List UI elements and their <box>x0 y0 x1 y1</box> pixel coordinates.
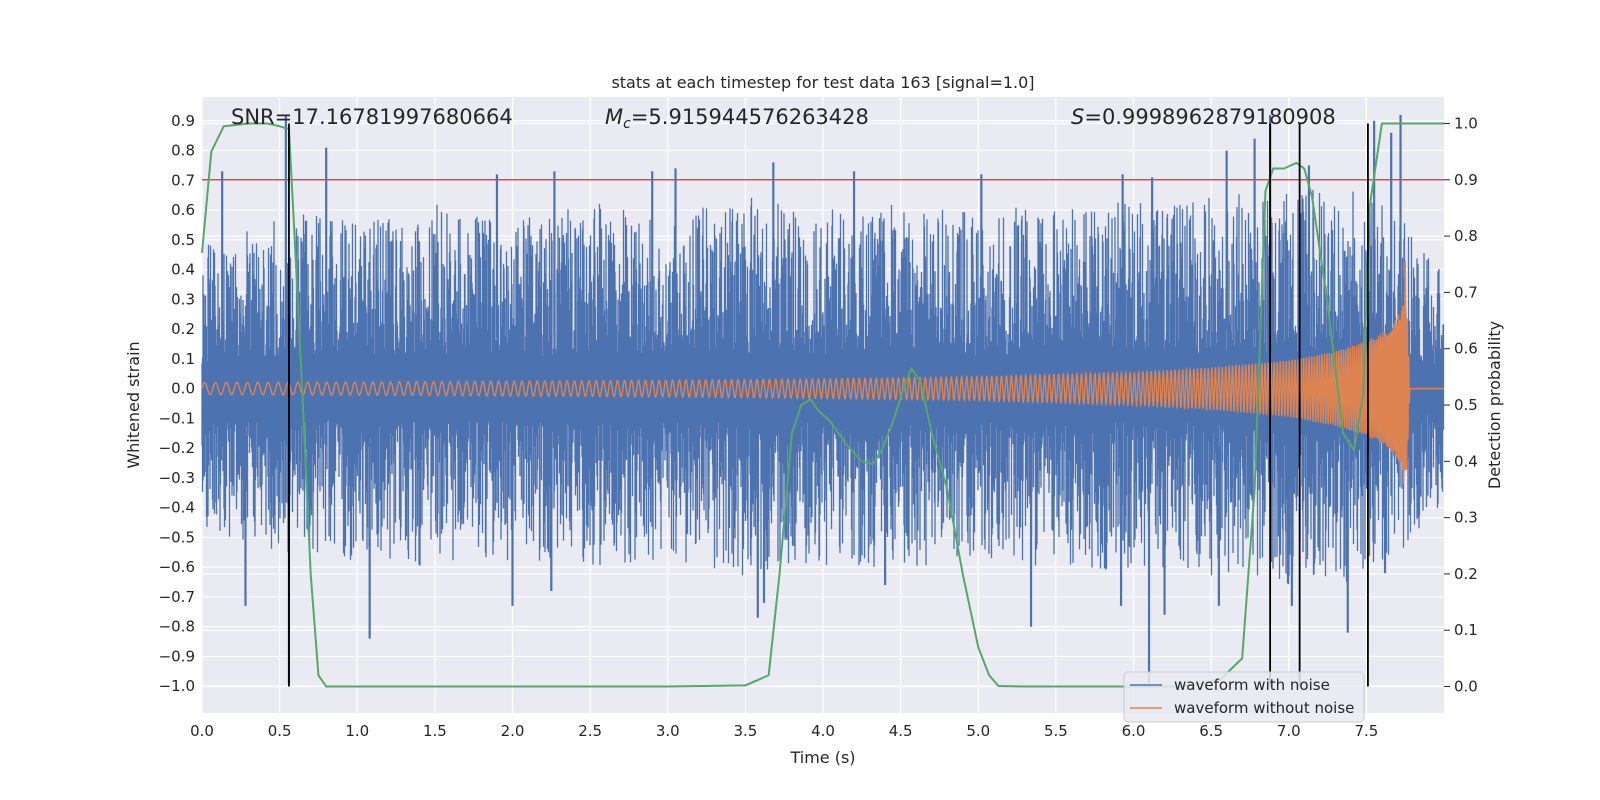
snr-annotation: SNR=17.16781997680664 <box>231 105 513 129</box>
y-tick-label: −0.5 <box>159 528 195 546</box>
x-tick-label: 7.5 <box>1354 722 1378 740</box>
y-tick-label: 0.8 <box>171 142 195 160</box>
legend-label-clean: waveform without noise <box>1174 699 1354 717</box>
x-tick-label: 5.5 <box>1044 722 1068 740</box>
x-tick-label: 3.5 <box>733 722 757 740</box>
chart-title: stats at each timestep for test data 163… <box>611 73 1034 92</box>
x-tick-label: 4.0 <box>811 722 835 740</box>
y-tick-label: 0.7 <box>171 171 195 189</box>
y-tick-label: −0.2 <box>159 439 195 457</box>
x-tick-label: 0.0 <box>190 722 214 740</box>
chirp-mass-symbol: M <box>605 105 623 129</box>
y2-tick-label: 0.8 <box>1454 227 1478 245</box>
noise-waveform-spikes <box>221 114 1402 684</box>
y-tick-label: −0.6 <box>159 558 195 576</box>
x-tick-label: 2.0 <box>501 722 525 740</box>
y-tick-label: 0.2 <box>171 320 195 338</box>
y-tick-label: −0.7 <box>159 588 195 606</box>
x-tick-label: 6.0 <box>1122 722 1146 740</box>
y-tick-label: −0.8 <box>159 618 195 636</box>
x-axis-label: Time (s) <box>789 748 855 767</box>
y2-tick-label: 0.9 <box>1454 171 1478 189</box>
y-tick-label: 0.1 <box>171 350 195 368</box>
y2-tick-label: 0.4 <box>1454 452 1478 470</box>
score-annotation: S=0.9998962879180908 <box>1071 105 1336 129</box>
y-tick-label: −0.3 <box>159 469 195 487</box>
noise-waveform-series <box>201 114 1445 684</box>
tick-labels: 0.0 0.5 1.0 1.5 2.0 2.5 3.0 3.5 4.0 4.5 5.0 5.5 6.0 6… <box>159 112 1478 740</box>
y-tick-label: −0.1 <box>159 409 195 427</box>
event-markers <box>288 123 1369 687</box>
x-tick-label: 7.0 <box>1277 722 1301 740</box>
chirp-mass-subscript: c <box>623 116 631 132</box>
x-tick-label: 0.5 <box>268 722 292 740</box>
y-tick-label: −0.4 <box>159 499 195 517</box>
y-tick-label: 0.0 <box>171 380 195 398</box>
clean-waveform-merger <box>1402 260 1410 484</box>
y2-tick-label: 0.0 <box>1454 678 1478 696</box>
chirp-mass-value: =5.915944576263428 <box>631 105 869 129</box>
y-tick-label: 0.4 <box>171 261 195 279</box>
y2-tick-label: 0.1 <box>1454 621 1478 639</box>
x-tick-label: 1.0 <box>345 722 369 740</box>
y2-tick-label: 0.7 <box>1454 283 1478 301</box>
x-tick-label: 2.5 <box>578 722 602 740</box>
y-tick-label: −1.0 <box>159 677 195 695</box>
y-tick-label: 0.3 <box>171 290 195 308</box>
y2-axis-label: Detection probability <box>1485 321 1504 489</box>
detection-probability-series <box>201 122 1444 688</box>
chirp-mass-annotation: Mc=5.915944576263428 <box>605 105 869 132</box>
clean-waveform-trace <box>201 305 1444 472</box>
score-value: =0.9998962879180908 <box>1084 105 1335 129</box>
legend: waveform with noise waveform without noi… <box>1123 671 1365 723</box>
y2-tick-label: 1.0 <box>1454 114 1478 132</box>
legend-label-noise: waveform with noise <box>1174 676 1330 694</box>
y2-tick-label: 0.6 <box>1454 340 1478 358</box>
y-tick-label: 0.9 <box>171 112 195 130</box>
clean-waveform-series <box>201 260 1444 484</box>
x-tick-label: 4.5 <box>889 722 913 740</box>
score-symbol: S <box>1071 105 1084 129</box>
y-tick-label: 0.6 <box>171 201 195 219</box>
y-tick-label: −0.9 <box>159 647 195 665</box>
x-tick-label: 3.0 <box>656 722 680 740</box>
y-tick-label: 0.5 <box>171 231 195 249</box>
x-tick-label: 6.5 <box>1199 722 1223 740</box>
y2-tick-label: 0.2 <box>1454 565 1478 583</box>
legend-box <box>1123 671 1365 723</box>
y2-tick-label: 0.5 <box>1454 396 1478 414</box>
y-axis-label: Whitened strain <box>124 341 143 468</box>
x-tick-label: 1.5 <box>423 722 447 740</box>
detection-probability-line <box>201 122 1444 688</box>
y2-tick-label: 0.3 <box>1454 509 1478 527</box>
x-tick-label: 5.0 <box>966 722 990 740</box>
